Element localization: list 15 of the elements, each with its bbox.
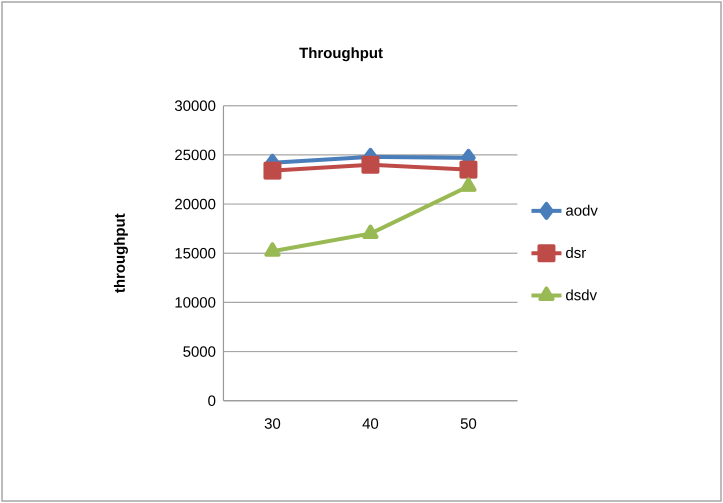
y-tick-label: 20000 <box>175 198 216 210</box>
y-tick-label: 15000 <box>176 248 216 259</box>
x-tick-label: 30 <box>264 418 280 429</box>
y-axis-title: throughput <box>114 214 128 293</box>
y-tick-label: 25000 <box>175 150 216 160</box>
y-tick-label: 0 <box>208 395 216 406</box>
x-tick-label: 40 <box>362 418 378 429</box>
chart-title: Throughput <box>299 47 383 62</box>
x-tick-label: 50 <box>460 418 476 429</box>
legend-label: dsr <box>566 247 586 258</box>
legend-label: aodv <box>566 204 598 216</box>
legend-label: dsdv <box>566 289 597 300</box>
y-tick-label: 30000 <box>174 100 216 112</box>
y-tick-label: 10000 <box>176 297 216 308</box>
y-tick-label: 5000 <box>183 346 216 357</box>
